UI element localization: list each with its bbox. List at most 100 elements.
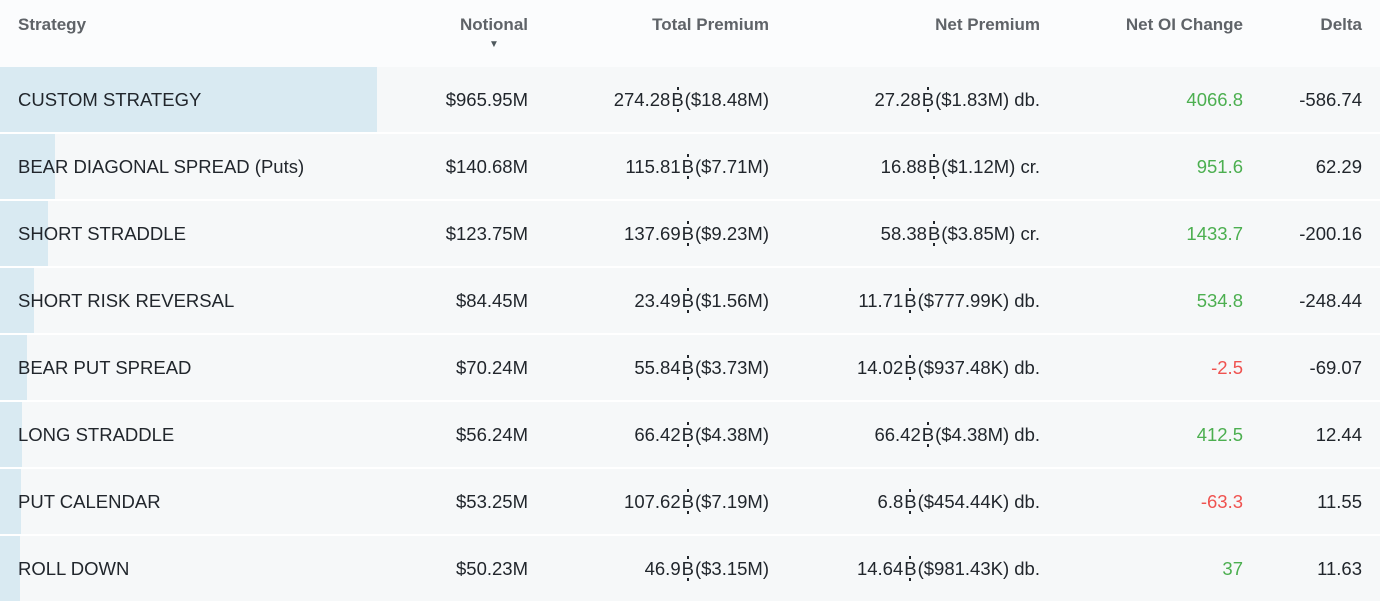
strategy-name: PUT CALENDAR — [18, 490, 161, 512]
column-header-net-oi-change[interactable]: Net OI Change — [1040, 0, 1243, 67]
strategy-cell: LONG STRADDLE — [0, 402, 392, 467]
net-oi-change-value: 1433.7 — [1186, 222, 1243, 244]
bitcoin-symbol: B — [904, 289, 917, 311]
strategy-cell: SHORT RISK REVERSAL — [0, 268, 392, 333]
table-row[interactable]: BEAR DIAGONAL SPREAD (Puts) $140.68M 115… — [0, 134, 1380, 201]
table-row[interactable]: BEAR PUT SPREAD $70.24M 55.84 B ($3.73M) … — [0, 335, 1380, 402]
sorted-column-group: Notional ▼ — [460, 15, 528, 51]
strategy-name: LONG STRADDLE — [18, 423, 175, 445]
notional-bar — [0, 536, 20, 601]
bitcoin-symbol: B — [904, 557, 917, 579]
total-premium-value: 23.49 B ($1.56M) — [634, 289, 769, 311]
bitcoin-symbol: B — [681, 490, 694, 512]
table-row[interactable]: SHORT RISK REVERSAL $84.45M 23.49 B ($1.5… — [0, 268, 1380, 335]
bitcoin-symbol: B — [927, 155, 941, 177]
net-premium-value: 11.71 B ($777.99K) db. — [858, 289, 1040, 311]
delta-value: -200.16 — [1299, 222, 1362, 244]
notional-value: $70.24M — [456, 356, 528, 378]
strategy-cell: BEAR DIAGONAL SPREAD (Puts) — [0, 134, 392, 199]
notional-bar — [0, 469, 21, 534]
table-row[interactable]: PUT CALENDAR $53.25M 107.62 B ($7.19M) 6.… — [0, 469, 1380, 536]
column-header-label: Notional — [460, 15, 528, 34]
bitcoin-symbol: B — [671, 88, 684, 110]
net-oi-change-value: 37 — [1222, 557, 1243, 579]
net-premium-value: 6.8 B ($454.44K) db. — [877, 490, 1040, 512]
notional-value: $56.24M — [456, 423, 528, 445]
net-premium-value: 16.88 B ($1.12M) cr. — [880, 155, 1040, 177]
net-oi-change-value: -63.3 — [1200, 490, 1243, 512]
delta-value: -248.44 — [1299, 289, 1362, 311]
net-premium-value: 66.42 B ($4.38M) db. — [874, 423, 1040, 445]
strategy-name: BEAR PUT SPREAD — [18, 356, 192, 378]
table-row[interactable]: CUSTOM STRATEGY $965.95M 274.28 B ($18.48… — [0, 67, 1380, 134]
net-premium-value: 58.38 B ($3.85M) cr. — [880, 222, 1040, 244]
column-header-notional[interactable]: Notional ▼ — [392, 0, 528, 67]
column-header-label: Strategy — [18, 15, 87, 34]
bitcoin-symbol: B — [681, 356, 694, 378]
column-header-net-premium[interactable]: Net Premium — [769, 0, 1040, 67]
strategy-cell: PUT CALENDAR — [0, 469, 392, 534]
net-oi-change-value: 412.5 — [1196, 423, 1243, 445]
notional-bar — [0, 201, 49, 266]
total-premium-value: 66.42 B ($4.38M) — [634, 423, 769, 445]
column-header-label: Delta — [1320, 15, 1362, 34]
table-row[interactable]: LONG STRADDLE $56.24M 66.42 B ($4.38M) 66… — [0, 402, 1380, 469]
table-row[interactable]: ROLL DOWN $50.23M 46.9 B ($3.15M) 14.64 B … — [0, 536, 1380, 601]
bitcoin-symbol: B — [681, 222, 694, 244]
delta-value: 62.29 — [1315, 155, 1362, 177]
notional-bar — [0, 67, 378, 132]
net-premium-value: 27.28 B ($1.83M) db. — [874, 88, 1040, 110]
notional-bar — [0, 335, 28, 400]
bitcoin-symbol: B — [681, 155, 694, 177]
bitcoin-symbol: B — [921, 423, 935, 445]
strategy-name: SHORT RISK REVERSAL — [18, 289, 235, 311]
bitcoin-symbol: B — [904, 490, 917, 512]
column-header-label: Net OI Change — [1125, 15, 1243, 34]
column-header-strategy[interactable]: Strategy — [0, 0, 392, 67]
strategy-cell: CUSTOM STRATEGY — [0, 67, 392, 132]
delta-value: -586.74 — [1299, 88, 1362, 110]
strategy-cell: ROLL DOWN — [0, 536, 392, 601]
notional-value: $140.68M — [445, 155, 528, 177]
bitcoin-symbol: B — [681, 289, 694, 311]
bitcoin-symbol: B — [927, 222, 941, 244]
net-oi-change-value: 534.8 — [1196, 289, 1243, 311]
net-oi-change-value: 951.6 — [1196, 155, 1243, 177]
bitcoin-symbol: B — [904, 356, 917, 378]
total-premium-value: 115.81 B ($7.71M) — [625, 155, 769, 177]
total-premium-value: 55.84 B ($3.73M) — [634, 356, 769, 378]
notional-value: $123.75M — [445, 222, 528, 244]
notional-value: $965.95M — [445, 88, 528, 110]
net-oi-change-value: -2.5 — [1211, 356, 1243, 378]
strategy-name: CUSTOM STRATEGY — [18, 88, 202, 110]
net-premium-value: 14.02 B ($937.48K) db. — [856, 356, 1040, 378]
total-premium-value: 137.69 B ($9.23M) — [624, 222, 769, 244]
notional-bar — [0, 134, 55, 199]
net-premium-value: 14.64 B ($981.43K) db. — [856, 557, 1040, 579]
delta-value: 12.44 — [1315, 423, 1362, 445]
strategies-table-body: CUSTOM STRATEGY $965.95M 274.28 B ($18.48… — [0, 67, 1380, 601]
delta-value: -69.07 — [1309, 356, 1362, 378]
notional-bar — [0, 268, 34, 333]
notional-value: $50.23M — [456, 557, 528, 579]
column-header-label: Total Premium — [652, 15, 769, 34]
total-premium-value: 46.9 B ($3.15M) — [644, 557, 769, 579]
notional-value: $53.25M — [456, 490, 528, 512]
column-header-total-premium[interactable]: Total Premium — [528, 0, 769, 67]
bitcoin-symbol: B — [921, 88, 935, 110]
delta-value: 11.55 — [1317, 490, 1362, 512]
notional-value: $84.45M — [456, 289, 528, 311]
bitcoin-symbol: B — [681, 423, 694, 445]
total-premium-value: 107.62 B ($7.19M) — [624, 490, 769, 512]
bitcoin-symbol: B — [681, 557, 694, 579]
table-header: Strategy Notional ▼ Total Premium Net Pr… — [0, 0, 1380, 67]
strategy-cell: BEAR PUT SPREAD — [0, 335, 392, 400]
total-premium-value: 274.28 B ($18.48M) — [613, 88, 769, 110]
strategy-name: BEAR DIAGONAL SPREAD (Puts) — [18, 155, 305, 177]
table-row[interactable]: SHORT STRADDLE $123.75M 137.69 B ($9.23M)… — [0, 201, 1380, 268]
strategy-name: ROLL DOWN — [18, 557, 130, 579]
sort-desc-icon: ▼ — [489, 39, 499, 51]
strategy-name: SHORT STRADDLE — [18, 222, 186, 244]
column-header-delta[interactable]: Delta — [1243, 0, 1380, 67]
